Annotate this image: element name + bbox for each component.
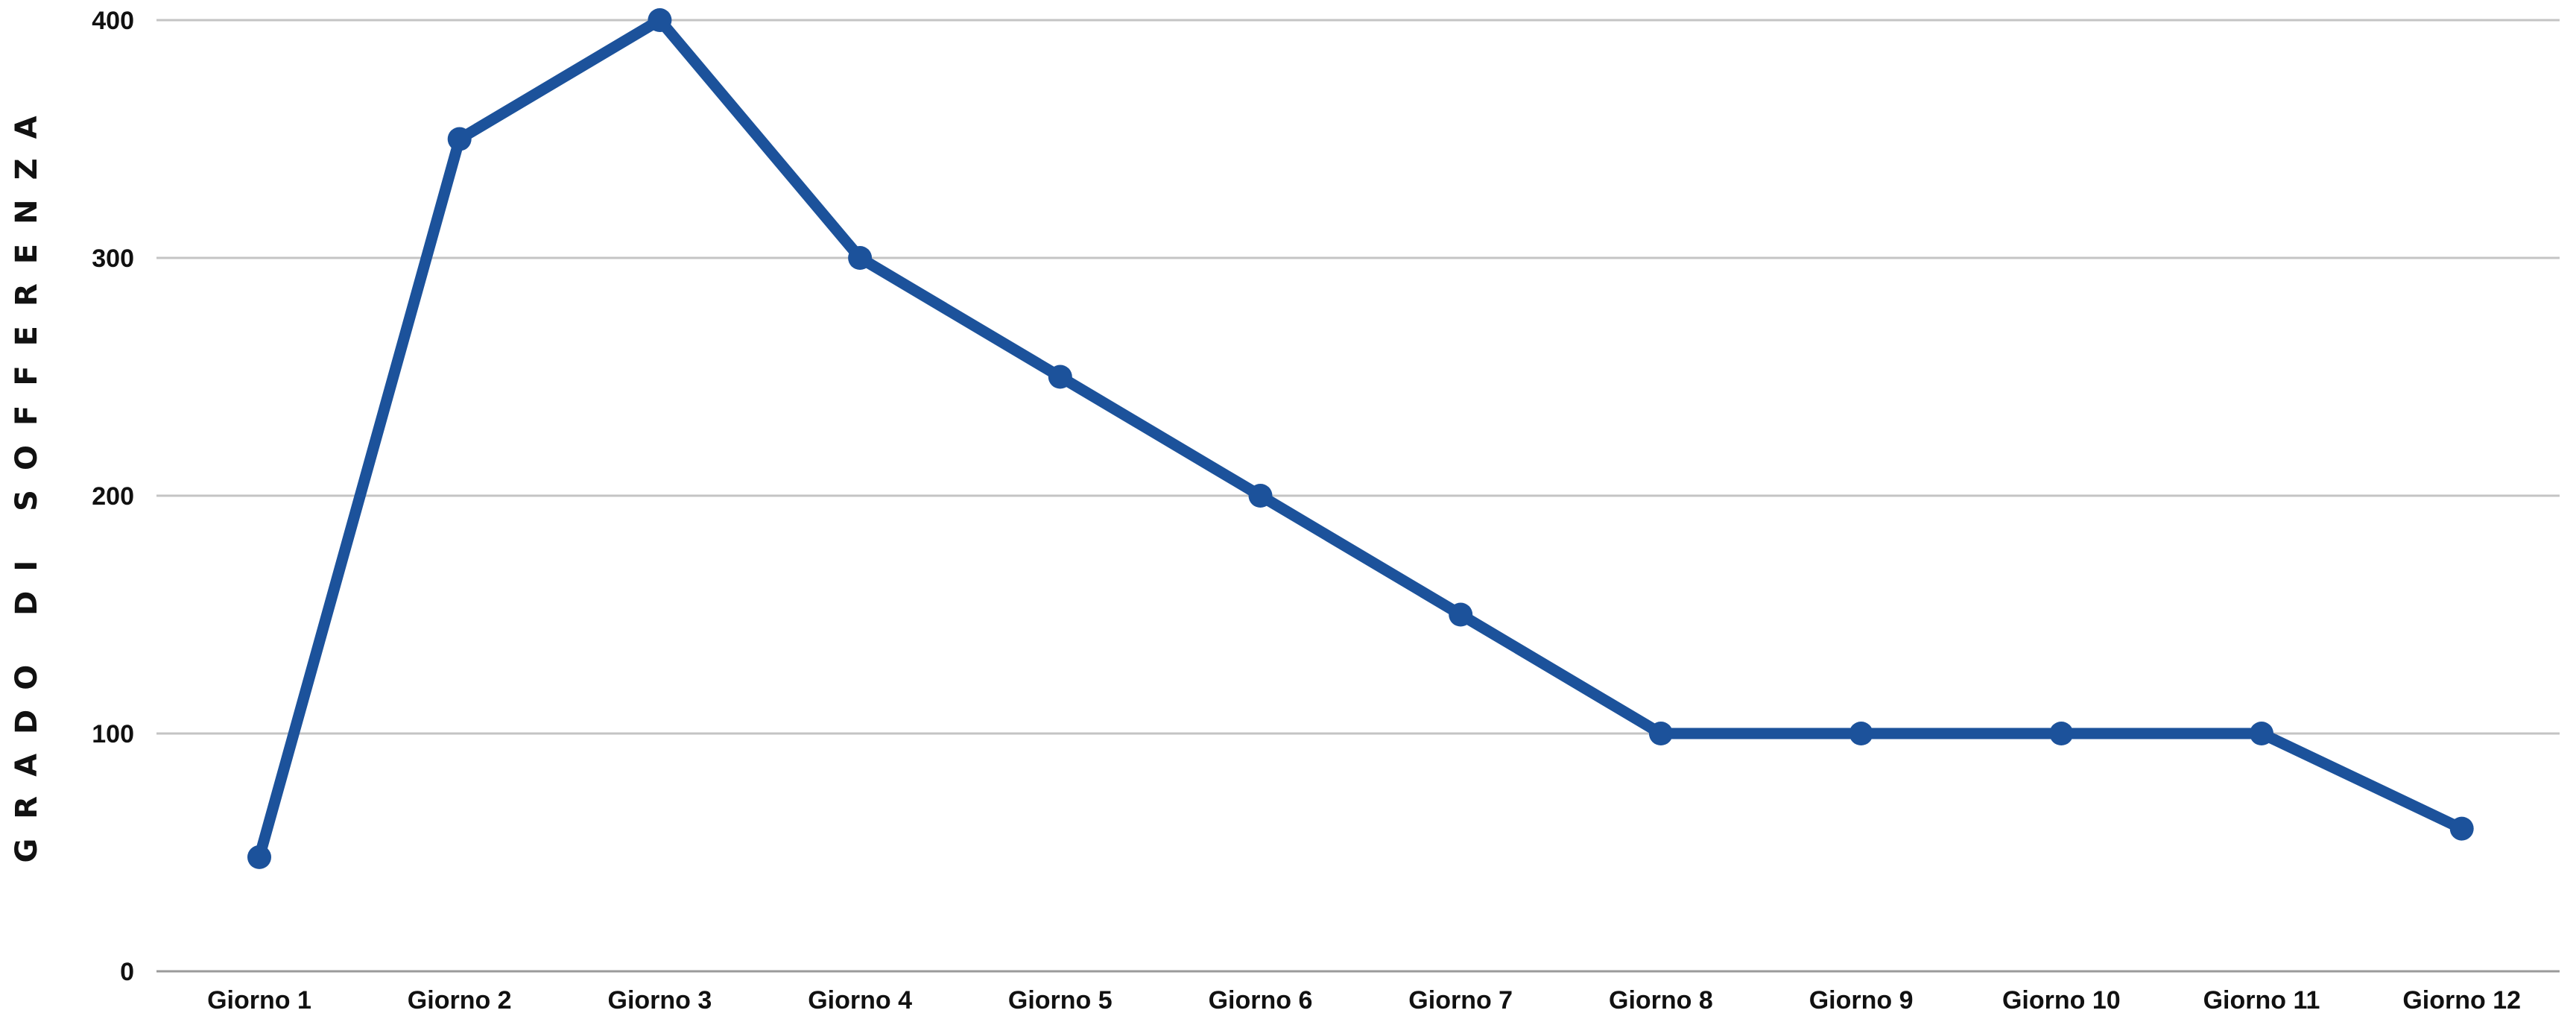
x-tick-label: Giorno 8 xyxy=(1609,986,1713,1015)
x-tick-label: Giorno 3 xyxy=(608,986,712,1015)
x-tick-label: Giorno 4 xyxy=(808,986,912,1015)
gridlines xyxy=(156,19,2560,735)
y-tick-label: 100 xyxy=(92,720,134,748)
x-tick-label: Giorno 11 xyxy=(2203,986,2320,1015)
data-point xyxy=(447,127,472,151)
series-group xyxy=(247,8,2474,869)
y-axis-tick-labels: 0 100 200 300 400 xyxy=(92,7,134,986)
x-tick-label: Giorno 7 xyxy=(1408,986,1513,1015)
x-tick-label: Giorno 9 xyxy=(1809,986,1914,1015)
y-tick-label: 200 xyxy=(92,482,134,511)
y-axis-title: GRADO DI SOFFERENZA xyxy=(10,96,44,862)
data-point xyxy=(247,845,271,869)
data-point xyxy=(2049,722,2074,745)
x-tick-label: Giorno 12 xyxy=(2402,986,2521,1015)
data-point xyxy=(2250,722,2273,745)
x-tick-label: Giorno 6 xyxy=(1209,986,1313,1015)
data-point xyxy=(1849,722,1873,745)
y-tick-label: 0 xyxy=(120,958,134,986)
x-axis-tick-labels: Giorno 1 Giorno 2 Giorno 3 Giorno 4 Giorno 5… xyxy=(207,986,2521,1015)
data-point xyxy=(1248,484,1273,508)
data-point xyxy=(1648,722,1673,745)
x-tick-label: Giorno 1 xyxy=(207,986,311,1015)
x-tick-label: Giorno 2 xyxy=(408,986,512,1015)
x-tick-label: Giorno 5 xyxy=(1008,986,1113,1015)
series-line-0 xyxy=(253,14,2468,863)
data-point xyxy=(2449,816,2474,841)
y-tick-label: 300 xyxy=(92,245,134,273)
data-point xyxy=(1449,602,1473,627)
data-point xyxy=(648,8,672,32)
x-tick-label: Giorno 10 xyxy=(2002,986,2121,1015)
y-tick-label: 400 xyxy=(92,7,134,35)
data-point xyxy=(1048,365,1072,389)
data-point xyxy=(848,246,873,270)
